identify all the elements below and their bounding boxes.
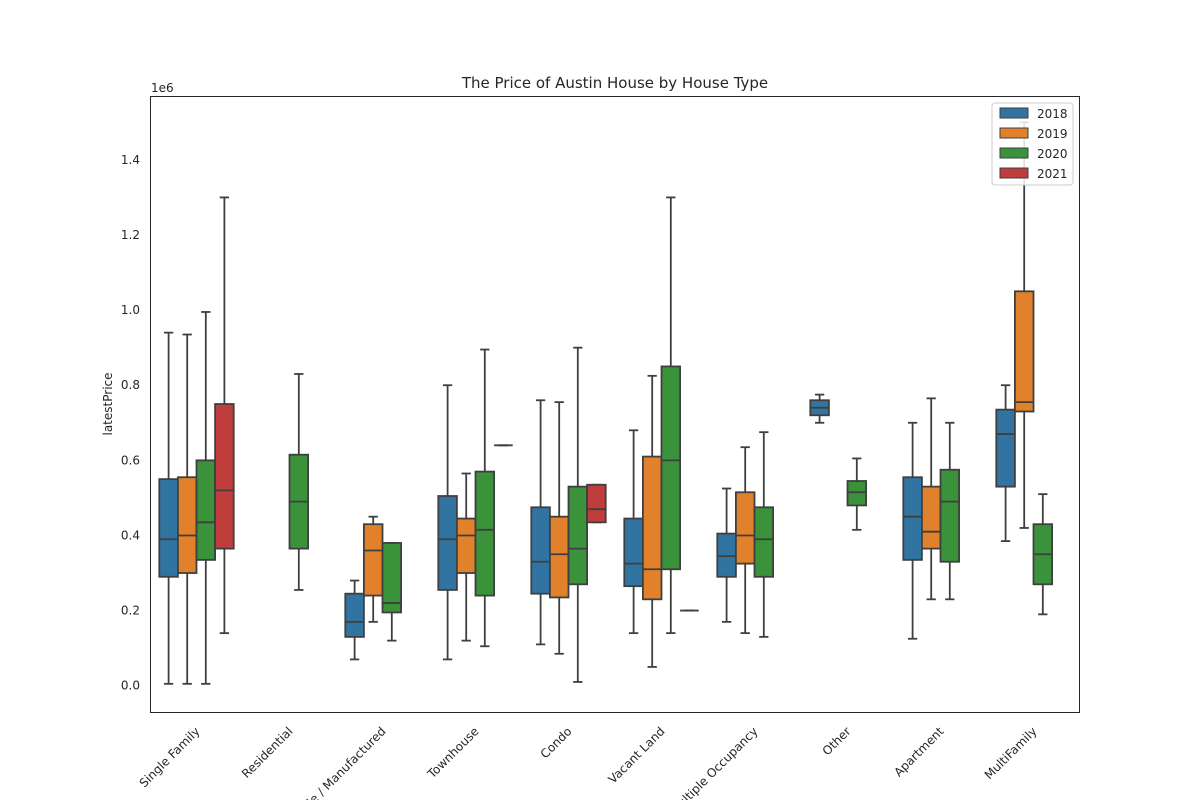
box-residential-2020[interactable] xyxy=(288,373,310,591)
box-other-2020[interactable] xyxy=(846,457,868,531)
box-iqr xyxy=(1014,290,1035,413)
y-axis-scale-label: 1e6 xyxy=(151,81,174,95)
x-tick-label-townhouse: Townhouse xyxy=(424,724,481,781)
box-multifamily-2018[interactable] xyxy=(995,384,1016,542)
box-condo-2021[interactable] xyxy=(586,483,607,524)
y-tick-label: 0.2 xyxy=(121,604,140,618)
box-iqr xyxy=(846,480,868,507)
box-iqr xyxy=(549,515,570,599)
box-multifamily-2020[interactable] xyxy=(1032,493,1054,616)
y-axis-label: latestPrice xyxy=(101,372,115,435)
box-townhouse-2020[interactable] xyxy=(474,348,496,648)
box-mobile-manufactured-2019[interactable] xyxy=(362,515,384,623)
y-axis-ticks: 0.0 0.2 0.4 0.6 0.8 1.0 1.2 1.4 xyxy=(121,153,140,693)
box-iqr xyxy=(623,517,644,588)
box-iqr xyxy=(753,506,775,578)
x-tick-label-residential: Residential xyxy=(239,724,296,781)
box-iqr xyxy=(214,403,235,550)
box-apartment-2019[interactable] xyxy=(921,397,942,601)
box-iqr xyxy=(344,592,365,638)
box-iqr xyxy=(660,365,682,571)
box-single-family-2018[interactable] xyxy=(158,331,179,685)
chart-title: The Price of Austin House by House Type xyxy=(461,74,768,92)
box-iqr xyxy=(716,532,737,578)
legend-label-2021: 2021 xyxy=(1037,167,1068,181)
y-tick-label: 0.0 xyxy=(121,679,140,693)
box-layer xyxy=(158,121,1054,685)
box-iqr xyxy=(195,459,217,561)
box-vacant-land-2019[interactable] xyxy=(642,374,663,668)
box-iqr xyxy=(921,485,942,550)
legend-swatch-2021 xyxy=(999,167,1029,179)
box-townhouse-2019[interactable] xyxy=(455,472,477,642)
box-single-family-2020[interactable] xyxy=(195,311,217,685)
box-iqr xyxy=(530,506,551,595)
box-iqr xyxy=(902,476,923,561)
legend-label-2020: 2020 xyxy=(1037,147,1068,161)
box-vacant-land-2018[interactable] xyxy=(623,429,644,635)
box-iqr xyxy=(735,491,756,565)
box-iqr xyxy=(176,476,198,574)
y-tick-label: 1.2 xyxy=(121,228,140,242)
box-single-family-2019[interactable] xyxy=(176,333,198,685)
box-iqr xyxy=(437,495,458,591)
y-tick-label: 1.0 xyxy=(121,303,140,317)
box-iqr xyxy=(642,455,663,601)
box-condo-2018[interactable] xyxy=(530,399,551,646)
x-tick-label-vacant-land: Vacant Land xyxy=(605,724,667,786)
box-multifamily-2019[interactable] xyxy=(1014,121,1035,529)
x-tick-label-multifamily: MultiFamily xyxy=(982,724,1040,782)
y-tick-label: 1.4 xyxy=(121,153,140,167)
box-multiple-occupancy-2019[interactable] xyxy=(735,446,756,635)
legend[interactable]: 2018 2019 2020 2021 xyxy=(991,102,1074,186)
legend-swatch-2018 xyxy=(999,107,1029,119)
x-tick-label-mobile-manufactured: Mobile / Manufactured xyxy=(284,724,389,800)
legend-swatch-2019 xyxy=(999,127,1029,139)
box-apartment-2018[interactable] xyxy=(902,421,923,640)
box-iqr xyxy=(586,483,607,524)
box-mobile-manufactured-2018[interactable] xyxy=(344,579,365,661)
box-single-family-2021[interactable] xyxy=(214,196,235,635)
box-other-2018[interactable] xyxy=(809,393,830,424)
box-multiple-occupancy-2020[interactable] xyxy=(753,431,775,638)
box-vacant-land-2020[interactable] xyxy=(660,196,682,635)
x-tick-label-condo: Condo xyxy=(538,724,575,761)
y-tick-label: 0.6 xyxy=(121,453,140,467)
x-tick-label-multiple-occupancy: Multiple Occupancy xyxy=(667,724,760,800)
box-condo-2020[interactable] xyxy=(567,346,589,683)
box-iqr xyxy=(939,468,961,563)
box-iqr xyxy=(455,517,477,574)
box-iqr xyxy=(158,478,179,578)
y-tick-label: 0.4 xyxy=(121,528,140,542)
legend-swatch-2020 xyxy=(999,147,1029,159)
box-iqr xyxy=(381,542,403,614)
box-iqr xyxy=(567,485,589,586)
box-apartment-2020[interactable] xyxy=(939,421,961,601)
legend-label-2018: 2018 xyxy=(1037,107,1068,121)
x-tick-label-single-family: Single Family xyxy=(137,724,203,790)
plot-frame xyxy=(150,96,1080,713)
box-iqr xyxy=(995,408,1016,488)
box-iqr xyxy=(474,470,496,597)
box-townhouse-2018[interactable] xyxy=(437,384,458,661)
legend-label-2019: 2019 xyxy=(1037,127,1068,141)
box-iqr xyxy=(362,523,384,597)
y-tick-label: 0.8 xyxy=(121,378,140,392)
x-tick-label-apartment: Apartment xyxy=(891,724,947,780)
box-condo-2019[interactable] xyxy=(549,401,570,655)
x-tick-label-other: Other xyxy=(820,724,854,758)
box-mobile-manufactured-2020[interactable] xyxy=(381,542,403,642)
legend-frame xyxy=(991,102,1074,186)
box-multiple-occupancy-2018[interactable] xyxy=(716,487,737,623)
